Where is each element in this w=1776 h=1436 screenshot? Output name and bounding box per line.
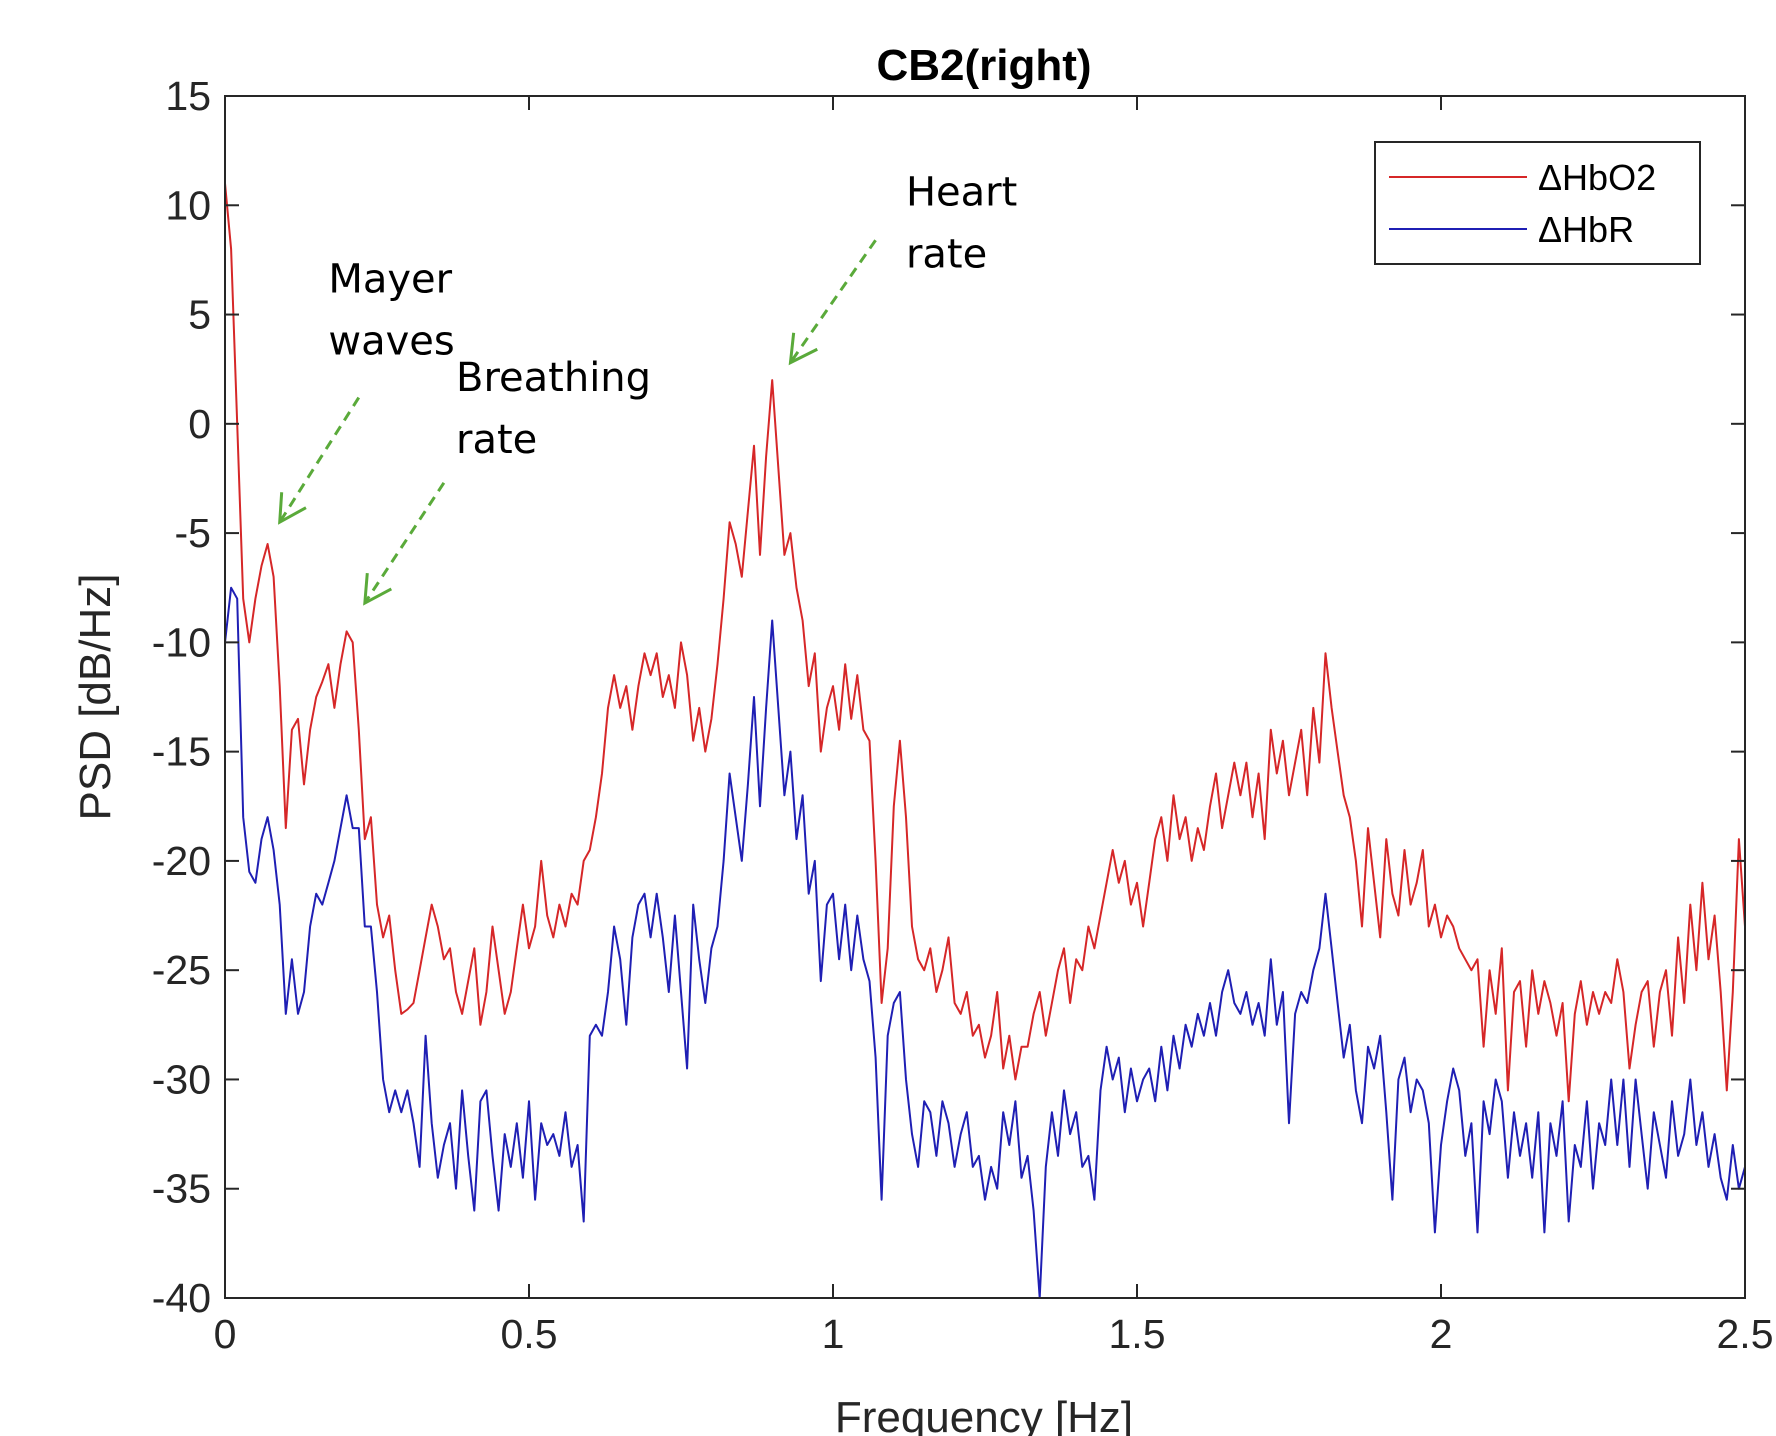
annotation-arrow-head <box>788 332 818 366</box>
chart-title: CB2(right) <box>876 41 1091 90</box>
x-tick-label: 0.5 <box>501 1311 558 1357</box>
legend-label: ΔHbR <box>1538 209 1634 250</box>
x-tick-label: 1 <box>822 1311 845 1357</box>
y-tick-label: -35 <box>152 1166 211 1212</box>
y-tick-label: -20 <box>152 838 211 884</box>
annotation-label: rate <box>456 417 537 463</box>
x-tick-label: 0 <box>214 1311 237 1357</box>
annotation-arrow-shaft <box>363 482 446 604</box>
x-tick-label: 1.5 <box>1109 1311 1166 1357</box>
annotation-arrow-shaft <box>789 239 877 364</box>
annotation-arrow-head <box>278 492 307 525</box>
y-tick-label: 10 <box>165 182 211 228</box>
series-line-hbo2 <box>225 183 1745 1103</box>
y-tick-label: -25 <box>152 947 211 993</box>
series-line-hbr <box>225 586 1745 1298</box>
legend-label: ΔHbO2 <box>1538 157 1656 198</box>
annotation-label: waves <box>328 319 454 365</box>
y-tick-label: -30 <box>152 1056 211 1102</box>
plot-area: 0 0.5 1 1.5 2 2.5 15 10 5 0 -5 -10 -15 -20 -25 -30 -35 -4… <box>152 73 1774 1357</box>
y-tick-label: -10 <box>152 619 211 665</box>
annotation-arrow-head <box>363 573 393 606</box>
y-tick-label: -15 <box>152 729 211 775</box>
annotation-label: rate <box>906 231 987 277</box>
y-tick-label: 15 <box>165 73 211 119</box>
annotation-label: Heart <box>906 169 1017 215</box>
y-axis-label: PSD [dB/Hz] <box>71 574 120 821</box>
x-axis-label: Frequency [Hz] <box>835 1393 1133 1436</box>
legend: ΔHbO2 ΔHbR <box>1374 141 1701 265</box>
legend-box <box>1374 141 1701 265</box>
y-tick-label: -40 <box>152 1275 211 1321</box>
y-tick-label: -5 <box>175 510 211 556</box>
axes-box <box>224 95 1746 1299</box>
y-tick-label: 0 <box>188 401 211 447</box>
annotation-label: Breathing <box>456 355 651 401</box>
annotation-arrow-shaft <box>278 396 361 523</box>
x-tick-label: 2 <box>1430 1311 1453 1357</box>
x-tick-label: 2.5 <box>1717 1311 1774 1357</box>
y-tick-label: 5 <box>188 292 211 338</box>
annotation-label: Mayer <box>328 257 452 303</box>
